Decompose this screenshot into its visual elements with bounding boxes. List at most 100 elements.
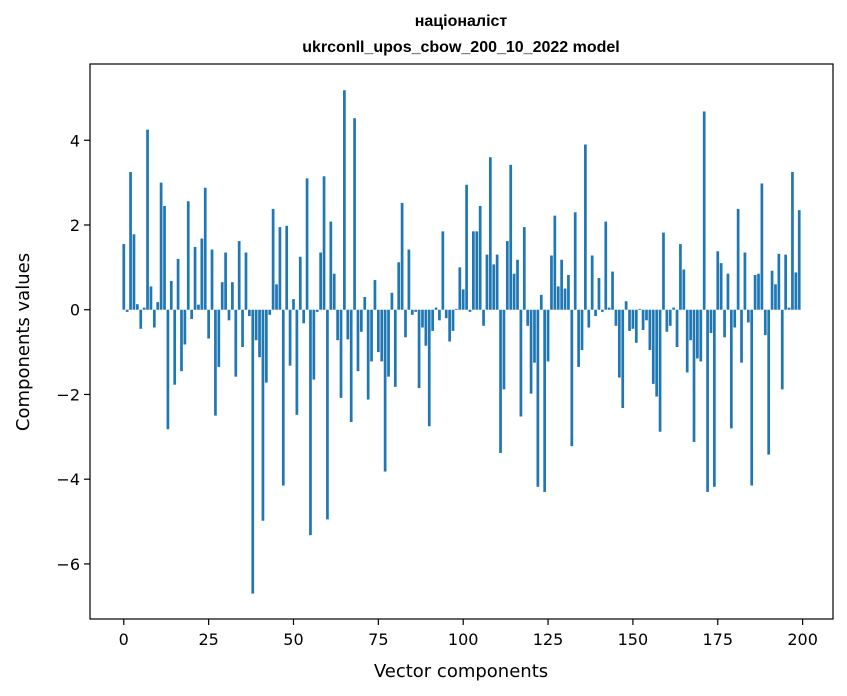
bar: [393, 309, 397, 387]
bar: [339, 309, 343, 398]
bar: [390, 292, 394, 310]
bar: [509, 164, 513, 310]
bar: [468, 309, 472, 312]
bar: [797, 210, 801, 310]
plot-frame: [89, 63, 834, 620]
bar: [621, 309, 625, 409]
bar: [434, 307, 438, 310]
bar: [190, 309, 194, 320]
bar: [159, 182, 163, 310]
bar: [590, 255, 594, 310]
bar: [692, 309, 696, 442]
bar: [587, 309, 591, 328]
bar: [275, 284, 278, 310]
bar: [709, 309, 713, 334]
bar: [475, 231, 479, 310]
bar: [573, 212, 577, 310]
bar: [142, 307, 146, 310]
x-tick-label: 200: [787, 630, 818, 649]
bar: [441, 231, 445, 310]
bar: [322, 176, 326, 310]
bar: [366, 309, 370, 400]
bar: [427, 309, 431, 427]
bar: [526, 309, 530, 326]
bar: [400, 202, 404, 310]
bar: [234, 309, 238, 377]
bar: [696, 309, 699, 359]
bar: [135, 304, 139, 310]
bar: [617, 309, 621, 378]
bar: [129, 172, 132, 310]
bar: [438, 309, 441, 321]
bar: [254, 309, 258, 341]
bar: [628, 309, 631, 331]
bar: [431, 309, 435, 331]
x-axis-label: Vector components: [374, 661, 548, 682]
bar: [645, 309, 648, 321]
bar: [278, 227, 282, 310]
bar: [417, 309, 421, 389]
bar: [332, 273, 336, 310]
bar: [777, 253, 781, 310]
bar: [516, 259, 519, 310]
bar: [220, 282, 224, 310]
bar: [651, 309, 655, 384]
bar: [312, 309, 316, 380]
bar: [349, 309, 353, 422]
bar: [295, 309, 299, 415]
bar: [495, 254, 499, 310]
bar: [512, 273, 516, 310]
bar: [597, 277, 601, 310]
bar: [169, 280, 173, 310]
bar: [533, 309, 536, 363]
bar: [675, 309, 679, 348]
bar: [634, 309, 638, 343]
bar: [461, 289, 465, 310]
bar: [713, 309, 716, 487]
bar: [499, 309, 502, 453]
bar: [166, 309, 170, 430]
bar: [407, 249, 411, 310]
bar: [662, 232, 665, 310]
bar: [458, 267, 462, 310]
bar: [763, 309, 767, 336]
bar: [261, 309, 265, 521]
bar: [186, 201, 190, 310]
bar: [421, 309, 424, 328]
bar: [309, 309, 312, 536]
bar: [217, 309, 221, 367]
x-axis-ticks: 0 25 50 75 100 125 150 175 200: [119, 619, 818, 649]
bar: [183, 309, 187, 345]
y-tick-label: 4: [70, 131, 80, 150]
bar: [227, 309, 231, 321]
bar: [631, 309, 635, 329]
bar: [197, 304, 200, 310]
bar: [424, 309, 428, 346]
bar: [736, 208, 740, 310]
bar: [305, 178, 309, 310]
x-tick-label: 150: [618, 630, 649, 649]
bar: [472, 231, 475, 310]
bar: [383, 309, 387, 472]
x-tick-label: 75: [368, 630, 388, 649]
bar: [522, 227, 526, 310]
bar: [251, 309, 255, 594]
bar: [611, 271, 614, 310]
bar: [787, 307, 791, 310]
bar: [214, 309, 217, 416]
bar: [563, 288, 567, 310]
bar: [298, 256, 302, 310]
bar: [543, 309, 547, 492]
bar: [302, 309, 306, 324]
bar: [577, 309, 580, 367]
bar: [539, 294, 543, 310]
bar: [750, 309, 754, 486]
bar: [723, 309, 726, 338]
bar: [665, 309, 669, 332]
bar: [767, 309, 771, 455]
bar: [465, 184, 468, 310]
bar: [271, 208, 275, 310]
bar: [264, 309, 268, 383]
y-tick-label: −4: [56, 470, 80, 489]
